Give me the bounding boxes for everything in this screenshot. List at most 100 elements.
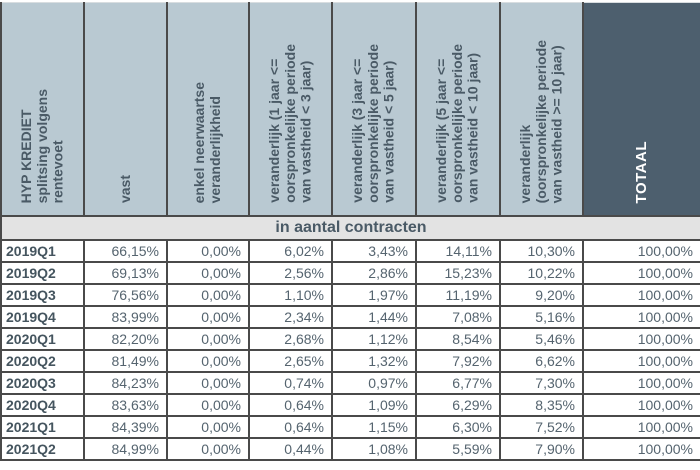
value-cell-veranderlijk-10plus: 6,62% (499, 349, 584, 373)
table-row: 2019Q3 76,56% 0,00% 1,10% 1,97% 11,19% 9… (0, 283, 700, 307)
value-cell-veranderlijk-3-5: 2,86% (331, 261, 417, 285)
value-cell-veranderlijk-1-3: 0,64% (248, 415, 333, 439)
period-cell: 2019Q4 (0, 305, 85, 329)
value-cell-veranderlijk-10plus: 7,90% (499, 437, 584, 461)
column-header-title-label: HYP KREDIET splitsing volgens rentevoet (17, 88, 66, 203)
value-cell-vast: 84,39% (83, 415, 168, 439)
value-cell-veranderlijk-5-10: 5,59% (415, 437, 501, 461)
table-row: 2021Q2 84,99% 0,00% 0,44% 1,08% 5,59% 7,… (0, 437, 700, 461)
value-cell-veranderlijk-1-3: 6,02% (248, 239, 333, 263)
value-cell-veranderlijk-10plus: 7,30% (499, 371, 584, 395)
value-cell-veranderlijk-1-3: 2,65% (248, 349, 333, 373)
period-cell: 2020Q3 (0, 371, 85, 395)
value-cell-veranderlijk-5-10: 11,19% (415, 283, 501, 307)
value-cell-veranderlijk-3-5: 3,43% (331, 239, 417, 263)
value-cell-veranderlijk-5-10: 7,08% (415, 305, 501, 329)
value-cell-veranderlijk-3-5: 1,12% (331, 327, 417, 351)
value-cell-veranderlijk-3-5: 1,44% (331, 305, 417, 329)
value-cell-totaal: 100,00% (582, 261, 700, 285)
value-cell-vast: 81,49% (83, 349, 168, 373)
value-cell-totaal: 100,00% (582, 371, 700, 395)
value-cell-veranderlijk-5-10: 8,54% (415, 327, 501, 351)
column-header-veranderlijk-5-10-label: veranderlijk (5 jaar <= oorspronkelijke … (433, 44, 481, 203)
value-cell-veranderlijk-5-10: 6,30% (415, 415, 501, 439)
value-cell-totaal: 100,00% (582, 283, 700, 307)
value-cell-totaal: 100,00% (582, 415, 700, 439)
value-cell-veranderlijk-1-3: 2,34% (248, 305, 333, 329)
period-cell: 2020Q2 (0, 349, 85, 373)
column-header-veranderlijk-3-5: veranderlijk (3 jaar <= oorspronkelijke … (331, 2, 417, 217)
table-body: 2019Q1 66,15% 0,00% 6,02% 3,43% 14,11% 1… (0, 239, 700, 461)
table-row: 2019Q1 66,15% 0,00% 6,02% 3,43% 14,11% 1… (0, 239, 700, 263)
value-cell-totaal: 100,00% (582, 239, 700, 263)
value-cell-totaal: 100,00% (582, 393, 700, 417)
value-cell-veranderlijk-3-5: 1,08% (331, 437, 417, 461)
period-cell: 2020Q4 (0, 393, 85, 417)
value-cell-veranderlijk-5-10: 6,77% (415, 371, 501, 395)
value-cell-enkel-neerwaartse: 0,00% (166, 305, 250, 329)
value-cell-totaal: 100,00% (582, 305, 700, 329)
value-cell-enkel-neerwaartse: 0,00% (166, 371, 250, 395)
value-cell-enkel-neerwaartse: 0,00% (166, 437, 250, 461)
value-cell-enkel-neerwaartse: 0,00% (166, 415, 250, 439)
value-cell-veranderlijk-3-5: 0,97% (331, 371, 417, 395)
column-header-veranderlijk-5-10: veranderlijk (5 jaar <= oorspronkelijke … (415, 2, 501, 217)
value-cell-vast: 76,56% (83, 283, 168, 307)
table-row: 2019Q2 69,13% 0,00% 2,56% 2,86% 15,23% 1… (0, 261, 700, 285)
value-cell-veranderlijk-1-3: 2,56% (248, 261, 333, 285)
value-cell-vast: 83,63% (83, 393, 168, 417)
section-header: in aantal contracten (0, 215, 700, 241)
value-cell-veranderlijk-10plus: 10,22% (499, 261, 584, 285)
value-cell-enkel-neerwaartse: 0,00% (166, 349, 250, 373)
column-header-veranderlijk-3-5-label: veranderlijk (3 jaar <= oorspronkelijke … (349, 44, 397, 203)
section-header-row: in aantal contracten (0, 215, 700, 241)
column-header-totaal: TOTAAL (582, 2, 700, 217)
period-cell: 2019Q2 (0, 261, 85, 285)
value-cell-enkel-neerwaartse: 0,00% (166, 393, 250, 417)
value-cell-veranderlijk-1-3: 2,68% (248, 327, 333, 351)
value-cell-veranderlijk-1-3: 0,74% (248, 371, 333, 395)
table-row: 2020Q4 83,63% 0,00% 0,64% 1,09% 6,29% 8,… (0, 393, 700, 417)
value-cell-enkel-neerwaartse: 0,00% (166, 327, 250, 351)
period-cell: 2021Q2 (0, 437, 85, 461)
column-header-veranderlijk-1-3-label: veranderlijk (1 jaar <= oorspronkelijke … (265, 44, 314, 203)
value-cell-veranderlijk-3-5: 1,32% (331, 349, 417, 373)
value-cell-vast: 66,15% (83, 239, 168, 263)
value-cell-veranderlijk-3-5: 1,09% (331, 393, 417, 417)
period-cell: 2020Q1 (0, 327, 85, 351)
column-header-veranderlijk-10plus: veranderlijk (oorspronkelijke periode va… (499, 2, 584, 217)
value-cell-veranderlijk-3-5: 1,97% (331, 283, 417, 307)
value-cell-vast: 84,23% (83, 371, 168, 395)
table-row: 2020Q1 82,20% 0,00% 2,68% 1,12% 8,54% 5,… (0, 327, 700, 351)
table-row: 2020Q3 84,23% 0,00% 0,74% 0,97% 6,77% 7,… (0, 371, 700, 395)
value-cell-veranderlijk-1-3: 0,44% (248, 437, 333, 461)
value-cell-veranderlijk-1-3: 0,64% (248, 393, 333, 417)
value-cell-totaal: 100,00% (582, 437, 700, 461)
value-cell-vast: 82,20% (83, 327, 168, 351)
table-row: 2021Q1 84,39% 0,00% 0,64% 1,15% 6,30% 7,… (0, 415, 700, 439)
header-row: HYP KREDIET splitsing volgens rentevoet … (0, 2, 700, 217)
column-header-enkel-neerwaartse: enkel neerwaartse veranderlijkheid (166, 2, 250, 217)
value-cell-vast: 69,13% (83, 261, 168, 285)
period-cell: 2019Q3 (0, 283, 85, 307)
hyp-krediet-table: HYP KREDIET splitsing volgens rentevoet … (0, 2, 700, 461)
value-cell-vast: 83,99% (83, 305, 168, 329)
value-cell-veranderlijk-10plus: 10,30% (499, 239, 584, 263)
column-header-vast: vast (83, 2, 168, 217)
table-row: 2020Q2 81,49% 0,00% 2,65% 1,32% 7,92% 6,… (0, 349, 700, 373)
column-header-vast-label: vast (116, 174, 133, 203)
column-header-totaal-label: TOTAAL (632, 140, 650, 203)
value-cell-vast: 84,99% (83, 437, 168, 461)
column-header-enkel-neerwaartse-label: enkel neerwaartse veranderlijkheid (191, 81, 223, 203)
table-row: 2019Q4 83,99% 0,00% 2,34% 1,44% 7,08% 5,… (0, 305, 700, 329)
value-cell-veranderlijk-1-3: 1,10% (248, 283, 333, 307)
value-cell-veranderlijk-5-10: 7,92% (415, 349, 501, 373)
value-cell-veranderlijk-10plus: 5,16% (499, 305, 584, 329)
value-cell-enkel-neerwaartse: 0,00% (166, 261, 250, 285)
value-cell-enkel-neerwaartse: 0,00% (166, 239, 250, 263)
value-cell-veranderlijk-10plus: 5,46% (499, 327, 584, 351)
value-cell-enkel-neerwaartse: 0,00% (166, 283, 250, 307)
value-cell-veranderlijk-10plus: 8,35% (499, 393, 584, 417)
value-cell-veranderlijk-10plus: 7,52% (499, 415, 584, 439)
column-header-title: HYP KREDIET splitsing volgens rentevoet (0, 2, 85, 217)
